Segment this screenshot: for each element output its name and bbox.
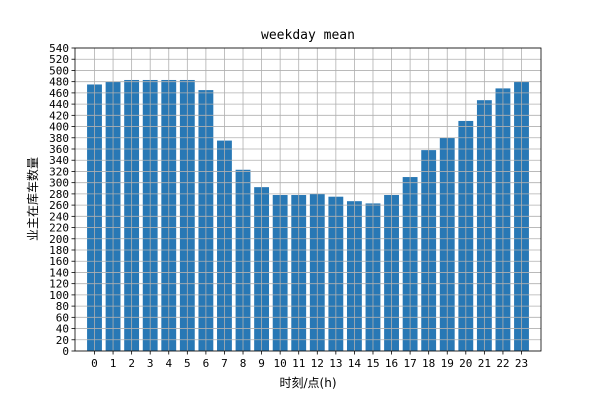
chart-title: weekday mean [261, 28, 355, 43]
x-tick-label: 13 [329, 357, 342, 370]
y-tick-label: 360 [49, 143, 69, 156]
y-tick-label: 520 [49, 53, 69, 66]
x-tick-label: 14 [348, 357, 362, 370]
y-tick-label: 140 [49, 266, 69, 279]
x-tick-label: 17 [403, 357, 416, 370]
x-tick-label: 22 [496, 357, 509, 370]
y-tick-label: 120 [49, 278, 69, 291]
y-tick-label: 240 [49, 210, 69, 223]
y-tick-label: 380 [49, 132, 69, 145]
y-tick-label: 460 [49, 87, 69, 100]
x-tick-label: 23 [515, 357, 528, 370]
x-tick-label: 2 [128, 357, 135, 370]
bars [87, 79, 529, 352]
y-tick-label: 440 [49, 98, 69, 111]
y-tick-label: 280 [49, 188, 69, 201]
y-axis-label: 业主在库车数量 [25, 157, 40, 241]
y-tick-label: 400 [49, 121, 69, 134]
x-tick-label: 1 [110, 357, 117, 370]
y-tick-label: 100 [49, 289, 69, 302]
y-tick-label: 200 [49, 233, 69, 246]
y-tick-label: 40 [56, 323, 69, 336]
y-tick-label: 320 [49, 165, 69, 178]
y-tick-label: 220 [49, 222, 69, 235]
y-tick-label: 20 [56, 334, 69, 347]
y-tick-label: 180 [49, 244, 69, 257]
x-tick-label: 4 [165, 357, 172, 370]
x-tick-label: 8 [240, 357, 247, 370]
x-tick-label: 20 [459, 357, 472, 370]
y-tick-label: 500 [49, 64, 69, 77]
y-tick-label: 340 [49, 154, 69, 167]
x-tick-label: 7 [221, 357, 228, 370]
x-tick-label: 9 [258, 357, 265, 370]
ticks: 0204060801001201401601802002202402602803… [49, 42, 528, 370]
x-tick-label: 3 [147, 357, 154, 370]
y-tick-label: 80 [56, 300, 69, 313]
x-tick-label: 19 [441, 357, 454, 370]
x-tick-label: 0 [91, 357, 98, 370]
x-tick-label: 6 [203, 357, 210, 370]
x-tick-label: 10 [274, 357, 287, 370]
x-tick-label: 15 [366, 357, 379, 370]
x-axis-label: 时刻/点(h) [279, 376, 336, 390]
y-tick-label: 0 [62, 345, 69, 358]
x-tick-label: 16 [385, 357, 398, 370]
y-tick-label: 540 [49, 42, 69, 55]
x-tick-label: 12 [311, 357, 324, 370]
y-tick-label: 60 [56, 311, 69, 324]
x-tick-label: 18 [422, 357, 435, 370]
x-tick-label: 21 [478, 357, 491, 370]
y-tick-label: 480 [49, 76, 69, 89]
y-tick-label: 420 [49, 109, 69, 122]
y-tick-label: 300 [49, 177, 69, 190]
y-tick-label: 160 [49, 255, 69, 268]
x-tick-label: 5 [184, 357, 191, 370]
y-tick-label: 260 [49, 199, 69, 212]
plot-frame [74, 47, 542, 352]
x-tick-label: 11 [292, 357, 305, 370]
